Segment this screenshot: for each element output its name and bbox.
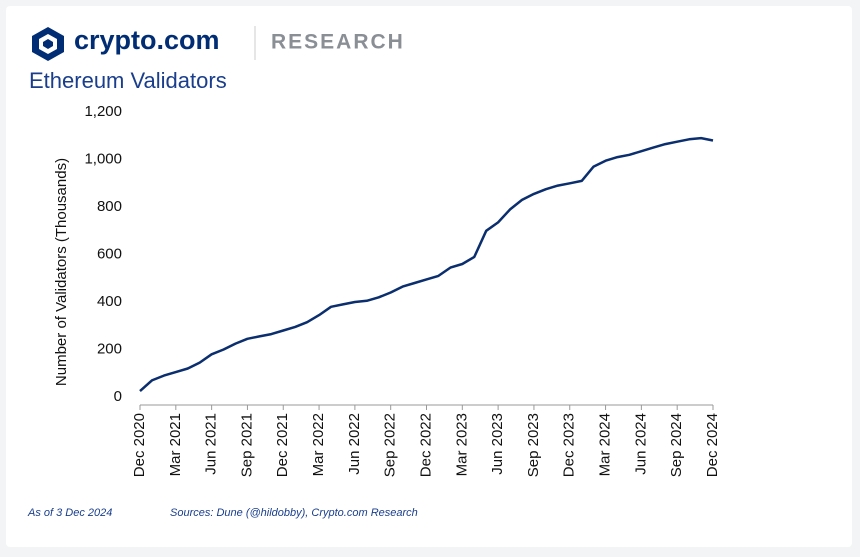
y-tick-label: 1,000 bbox=[84, 150, 122, 167]
card bbox=[6, 6, 852, 547]
x-tick-label: Jun 2022 bbox=[346, 413, 363, 475]
x-tick-label: Mar 2021 bbox=[167, 413, 184, 476]
x-tick-label: Dec 2023 bbox=[561, 413, 578, 477]
note: Sources: Dune (@hildobby), Crypto.com Re… bbox=[170, 507, 418, 519]
section: RESEARCH bbox=[271, 31, 405, 54]
y-tick-label: 800 bbox=[97, 198, 122, 215]
x-tick-label: Jun 2023 bbox=[489, 413, 506, 475]
x-tick-label: Mar 2022 bbox=[310, 413, 327, 476]
x-tick-label: Dec 2022 bbox=[417, 413, 434, 477]
note: As of 3 Dec 2024 bbox=[27, 507, 112, 519]
y-tick-label: 0 bbox=[114, 388, 122, 405]
logo bbox=[32, 27, 64, 61]
x-tick-label: Dec 2021 bbox=[274, 413, 291, 477]
x-tick-label: Jun 2024 bbox=[632, 413, 649, 475]
x-tick-label: Mar 2024 bbox=[597, 413, 614, 476]
chart-title: Ethereum Validators bbox=[29, 68, 227, 93]
y-tick-label: 400 bbox=[97, 293, 122, 310]
x-tick-label: Dec 2024 bbox=[704, 413, 721, 477]
y-tick-label: 1,200 bbox=[84, 103, 122, 120]
x-tick-label: Sep 2021 bbox=[238, 413, 255, 477]
y-tick-label: 600 bbox=[97, 245, 122, 262]
x-tick-label: Mar 2023 bbox=[453, 413, 470, 476]
line bbox=[139, 136, 714, 393]
brand: crypto.com bbox=[74, 25, 220, 55]
x-tick-label: Dec 2020 bbox=[131, 413, 148, 477]
y-axis-label: Number of Validators (Thousands) bbox=[53, 158, 70, 386]
x-tick-label: Sep 2022 bbox=[382, 413, 399, 477]
x-tick-label: Sep 2024 bbox=[668, 413, 685, 477]
x-tick-label: Sep 2023 bbox=[525, 413, 542, 477]
x-tick-label: Jun 2021 bbox=[203, 413, 220, 475]
y-tick-label: 200 bbox=[97, 340, 122, 357]
